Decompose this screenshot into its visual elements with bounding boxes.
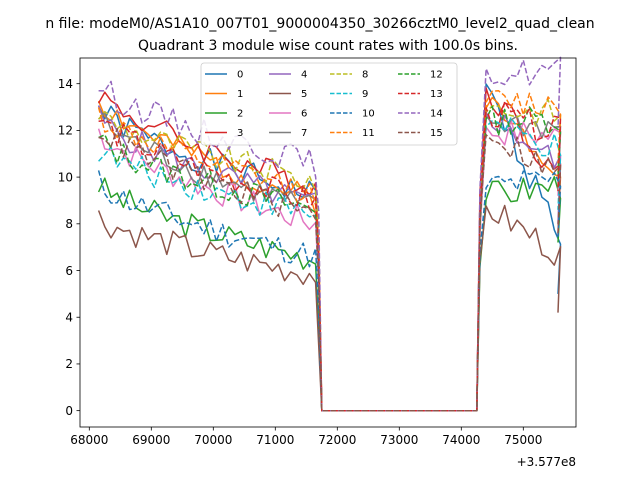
y-tick-label: 14	[58, 77, 73, 91]
series-lines	[97, 56, 562, 412]
x-tick-label: 69000	[132, 433, 170, 447]
y-tick-label: 12	[58, 124, 73, 138]
legend-label-8: 8	[362, 70, 368, 81]
legend-label-15: 15	[430, 128, 443, 139]
series-line-8	[98, 98, 562, 412]
legend-label-13: 13	[430, 89, 443, 100]
series-line-14	[98, 56, 562, 412]
series-line-5	[97, 204, 562, 412]
series-line-15	[98, 127, 562, 412]
legend-label-6: 6	[301, 109, 307, 120]
legend-label-14: 14	[430, 109, 443, 120]
series-line-12	[98, 105, 562, 412]
legend-label-11: 11	[362, 128, 375, 139]
x-axis: 68000 69000 70000 71000 72000 73000 74000 75000	[70, 427, 542, 447]
y-axis: 0 2 4 6 8 10 12 14	[58, 77, 80, 418]
legend-box	[200, 62, 458, 146]
series-line-3	[97, 87, 562, 412]
series-line-6	[97, 119, 562, 412]
series-line-9	[98, 117, 562, 412]
y-tick-label: 0	[65, 404, 73, 418]
y-tick-label: 2	[65, 357, 73, 371]
plot-area-frame	[79, 57, 577, 428]
legend-label-7: 7	[301, 128, 307, 139]
y-tick-label: 6	[65, 264, 73, 278]
legend-label-10: 10	[362, 109, 375, 120]
x-tick-label: 75000	[504, 433, 542, 447]
legend-label-9: 9	[362, 89, 368, 100]
chart-title: Quadrant 3 module wise count rates with …	[138, 38, 518, 54]
legend-label-2: 2	[237, 109, 243, 120]
y-tick-label: 8	[65, 217, 73, 231]
x-tick-label: 74000	[442, 433, 480, 447]
y-tick-label: 10	[58, 170, 73, 184]
series-line-7	[98, 111, 562, 412]
legend-label-0: 0	[237, 70, 243, 81]
legend-label-12: 12	[430, 70, 443, 81]
legend-label-4: 4	[301, 70, 307, 81]
figure-suptitle: n file: modeM0/AS1A10_007T01_9000004350_…	[45, 16, 594, 32]
legend-label-3: 3	[237, 128, 243, 139]
y-tick-label: 4	[65, 311, 73, 325]
series-line-13	[98, 101, 562, 412]
legend-label-1: 1	[237, 89, 243, 100]
x-tick-label: 70000	[194, 433, 232, 447]
x-tick-label: 73000	[380, 433, 418, 447]
x-tick-label: 68000	[70, 433, 108, 447]
legend-label-5: 5	[301, 89, 307, 100]
x-axis-offset-label: +3.577e8	[517, 455, 576, 469]
series-line-2	[97, 176, 562, 412]
x-tick-label: 71000	[256, 433, 294, 447]
series-line-11	[97, 89, 562, 412]
x-tick-label: 72000	[318, 433, 356, 447]
series-line-10	[97, 170, 562, 412]
